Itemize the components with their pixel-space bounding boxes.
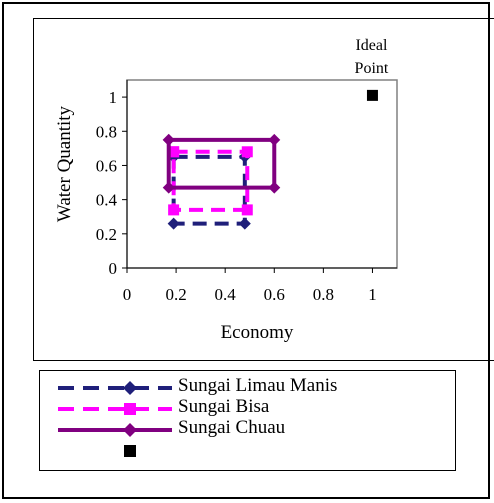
legend-marker-sungai-chuau: [123, 423, 137, 437]
data-point-sungai-bisa: [241, 146, 253, 158]
series-line-sungai-chuau: [166, 137, 277, 190]
data-point-sungai-chuau: [268, 133, 281, 146]
data-point-sungai-chuau: [162, 133, 175, 146]
legend-swatches: [58, 381, 172, 457]
legend-label-sungai-limau-manis: Sungai Limau Manis: [178, 375, 338, 396]
series-line-sungai-bisa: [171, 149, 250, 212]
chart-area-frame: [33, 18, 494, 361]
y-tick-label: 0.8: [96, 122, 117, 141]
y-tick-label: 0: [109, 259, 118, 278]
series-line-sungai-limau-manis: [171, 154, 247, 226]
data-point-sungai-limau-manis: [238, 217, 251, 230]
annotation-ideal-point: Ideal: [355, 37, 388, 54]
x-axis-title: Economy: [221, 322, 294, 343]
y-tick-label: 1: [109, 88, 118, 107]
x-tick-label: 0.6: [264, 285, 285, 304]
legend-label-sungai-chuau: Sungai Chuau: [178, 417, 286, 438]
data-point-sungai-chuau: [162, 181, 175, 194]
legend-marker-ideal-point: [124, 445, 136, 457]
data-point-ideal-point: [366, 89, 378, 101]
y-tick-label: 0.6: [96, 156, 117, 175]
data-point-sungai-limau-manis: [167, 217, 180, 230]
y-axis-title: Water Quantity: [54, 105, 75, 222]
y-tick-label: 0.4: [96, 191, 118, 210]
legend-marker-sungai-bisa: [124, 403, 136, 415]
data-point-sungai-bisa: [168, 146, 180, 158]
data-point-sungai-bisa: [168, 204, 180, 216]
data-point-sungai-bisa: [241, 204, 253, 216]
x-tick-label: 0: [123, 285, 132, 304]
x-tick-label: 0.8: [313, 285, 334, 304]
legend-label-sungai-bisa: Sungai Bisa: [178, 396, 270, 417]
x-tick-label: 0.4: [215, 285, 237, 304]
x-tick-label: 0.2: [165, 285, 186, 304]
x-tick-label: 1: [368, 285, 377, 304]
y-tick-label: 0.2: [96, 225, 117, 244]
legend: Sungai Limau Manis Sungai Bisa Sungai Ch…: [39, 370, 456, 471]
data-point-sungai-chuau: [268, 181, 281, 194]
legend-marker-sungai-limau-manis: [123, 381, 137, 395]
annotation-ideal-point: Point: [355, 60, 389, 77]
